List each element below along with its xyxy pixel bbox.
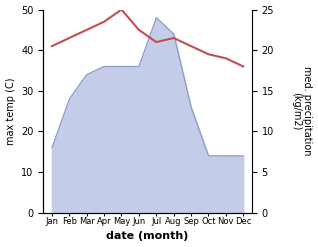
Y-axis label: max temp (C): max temp (C) <box>5 77 16 145</box>
X-axis label: date (month): date (month) <box>107 231 189 242</box>
Y-axis label: med. precipitation
(kg/m2): med. precipitation (kg/m2) <box>291 66 313 156</box>
